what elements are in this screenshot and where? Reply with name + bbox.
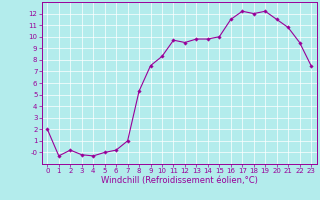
- X-axis label: Windchill (Refroidissement éolien,°C): Windchill (Refroidissement éolien,°C): [101, 176, 258, 185]
